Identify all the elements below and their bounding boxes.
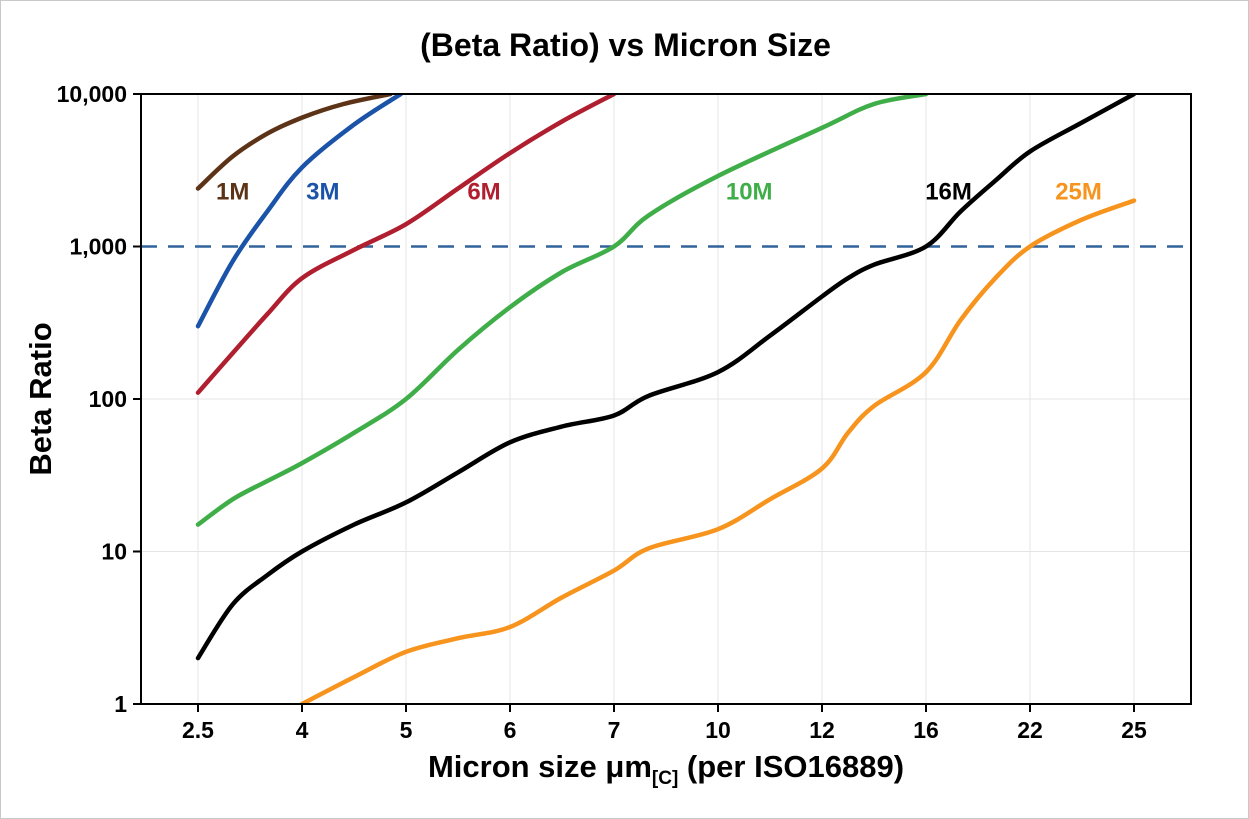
x-tick-label-5: 5 [400, 717, 413, 743]
x-tick-label-2.5: 2.5 [182, 717, 214, 743]
x-axis-title-main: Micron size μm [427, 749, 652, 784]
series-line-1M [195, 94, 393, 191]
x-tick-label-10: 10 [705, 717, 731, 743]
series-label-10M: 10M [726, 178, 773, 205]
series-label-1M: 1M [216, 178, 249, 205]
series-line-10M [195, 94, 929, 527]
x-tick-label-6: 6 [504, 717, 517, 743]
y-tick-label-10: 10 [101, 539, 127, 565]
series-label-3M: 3M [306, 178, 339, 205]
chart-title: (Beta Ratio) vs Micron Size [420, 27, 831, 63]
series-label-25M: 25M [1055, 178, 1102, 205]
x-axis-title: Micron size μm[C] (per ISO16889) [141, 749, 1191, 790]
series-line-6M [195, 94, 617, 395]
series-label-16M: 16M [925, 178, 972, 205]
y-tick-label-1000: 1,000 [69, 234, 127, 260]
x-tick-label-16: 16 [913, 717, 939, 743]
series-line-25M [299, 198, 1137, 704]
y-tick-label-1: 1 [114, 691, 127, 717]
x-tick-label-12: 12 [809, 717, 835, 743]
x-tick-label-25: 25 [1121, 717, 1147, 743]
x-tick-label-4: 4 [296, 717, 309, 743]
x-tick-label-7: 7 [608, 717, 621, 743]
series-label-6M: 6M [467, 178, 500, 205]
series-line-3M [195, 94, 404, 329]
series-group [195, 94, 1137, 704]
series-line-16M [195, 94, 1137, 661]
x-axis-title-tail: (per ISO16889) [678, 749, 905, 784]
x-axis-title-subscript: [C] [651, 768, 679, 790]
y-tick-label-100: 100 [89, 386, 127, 412]
y-axis-title: Beta Ratio [23, 322, 58, 476]
y-tick-label-10000: 10,000 [57, 81, 127, 107]
x-tick-label-22: 22 [1017, 717, 1043, 743]
